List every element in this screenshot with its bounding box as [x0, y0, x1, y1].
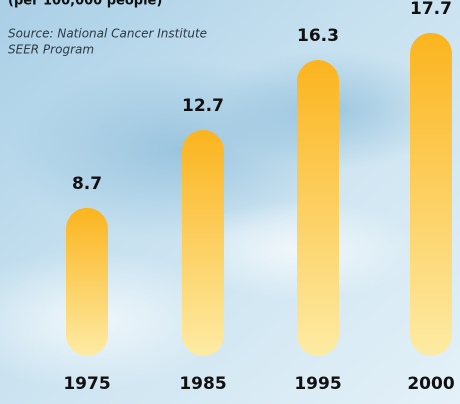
value-label: 16.3	[297, 26, 339, 46]
bar	[297, 60, 339, 356]
x-tick-label: 2000	[407, 374, 454, 394]
bar	[182, 130, 224, 356]
source: Source: National Cancer Institute	[8, 27, 207, 41]
bar	[66, 208, 108, 356]
value-label: 17.7	[410, 0, 452, 19]
chart: (per 100,000 people) Source: National Ca…	[0, 0, 460, 404]
subtitle: (per 100,000 people)	[8, 0, 162, 9]
source: SEER Program	[8, 43, 94, 57]
value-label: 12.7	[182, 96, 224, 116]
bar	[410, 33, 452, 356]
x-tick-label: 1985	[179, 374, 226, 394]
value-label: 8.7	[72, 174, 102, 194]
x-tick-label: 1995	[294, 374, 341, 394]
x-tick-label: 1975	[63, 374, 110, 394]
